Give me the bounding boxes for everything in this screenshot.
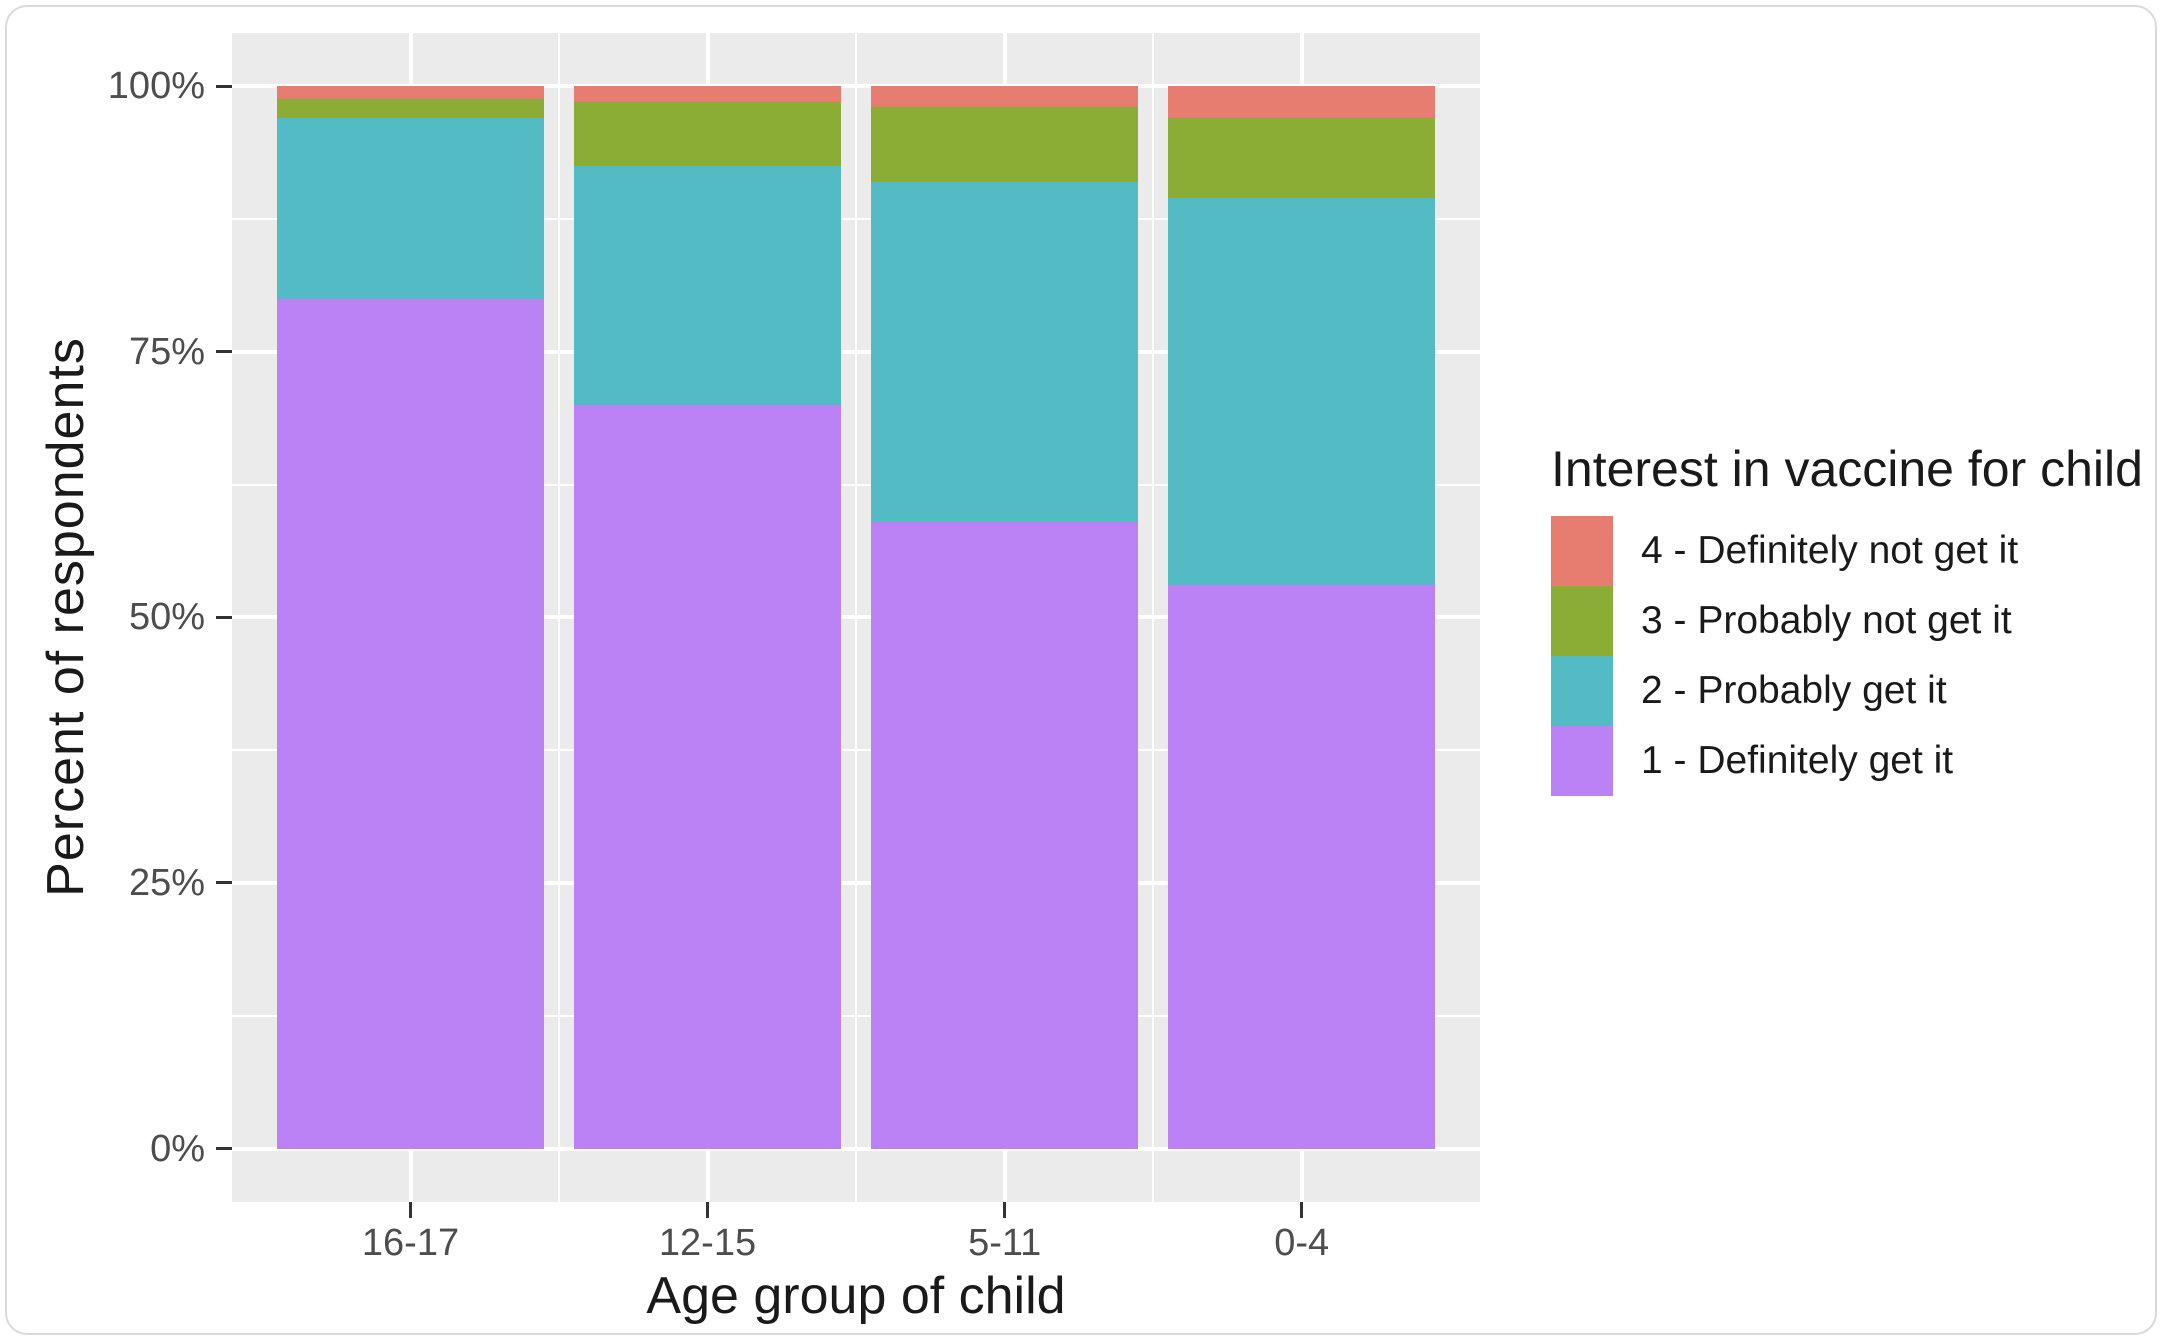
legend-title: Interest in vaccine for child [1551, 441, 2143, 497]
bar-segment [871, 86, 1139, 107]
x-tick-mark [1300, 1202, 1304, 1218]
legend-item-label: 4 - Definitely not get it [1641, 529, 2019, 572]
y-tick-label: 25% [128, 861, 205, 904]
y-tick-mark [216, 881, 232, 885]
bar-segment [871, 182, 1139, 522]
y-tick-mark [216, 350, 232, 354]
y-tick-mark [216, 615, 232, 619]
legend-items: 4 - Definitely not get it 3 - Probably no… [1551, 516, 2151, 796]
x-tick-mark [409, 1202, 412, 1218]
bar-12-15 [574, 33, 841, 1202]
bar-segment [1168, 86, 1436, 118]
x-axis-title: Age group of child [646, 1267, 1066, 1325]
legend-swatch [1551, 516, 1613, 586]
legend-item-label: 1 - Definitely get it [1641, 739, 1954, 782]
bar-segment [277, 99, 544, 118]
x-tick-mark [1003, 1202, 1007, 1218]
bar-16-17 [277, 33, 544, 1202]
y-tick-label: 100% [107, 65, 205, 108]
plot-panel [232, 33, 1480, 1202]
legend-item: 1 - Definitely get it [1551, 726, 2151, 796]
bar-segment [277, 299, 544, 1149]
gridline-minor-v [855, 33, 858, 1202]
legend-item-label: 3 - Probably not get it [1641, 599, 2012, 642]
x-tick-label: 0-4 [1274, 1222, 1330, 1264]
bar-segment [574, 86, 841, 102]
x-tick-mark [706, 1202, 709, 1218]
legend-item: 2 - Probably get it [1551, 656, 2151, 726]
gridline-minor-v [1152, 33, 1155, 1202]
legend-item: 4 - Definitely not get it [1551, 516, 2151, 586]
bar-segment [277, 86, 544, 99]
y-tick-label: 0% [150, 1127, 205, 1170]
bar-segment [871, 107, 1139, 182]
legend-item: 3 - Probably not get it [1551, 586, 2151, 656]
bar-segment [1168, 585, 1436, 1149]
bar-segment [1168, 198, 1436, 585]
bar-segment [574, 405, 841, 1149]
bar-5-11 [871, 33, 1139, 1202]
bar-segment [574, 166, 841, 405]
bar-segment [871, 522, 1139, 1149]
bar-segment [1168, 118, 1436, 198]
x-tick-label: 16-17 [361, 1222, 460, 1264]
y-tick-mark [216, 84, 232, 88]
x-tick-label: 5-11 [968, 1222, 1042, 1264]
bar-segment [574, 102, 841, 166]
legend-item-label: 2 - Probably get it [1641, 669, 1947, 712]
legend-swatch [1551, 586, 1613, 656]
bar-segment [277, 118, 544, 299]
bar-0-4 [1168, 33, 1436, 1202]
y-tick-mark [216, 1147, 232, 1151]
x-tick-label: 12-15 [658, 1222, 757, 1264]
y-tick-label: 50% [128, 596, 205, 639]
gridline-minor-v [558, 33, 560, 1202]
y-tick-label: 75% [128, 330, 205, 373]
legend-swatch [1551, 656, 1613, 726]
legend: Interest in vaccine for child 4 - Defini… [1551, 440, 2151, 796]
legend-swatch [1551, 726, 1613, 796]
